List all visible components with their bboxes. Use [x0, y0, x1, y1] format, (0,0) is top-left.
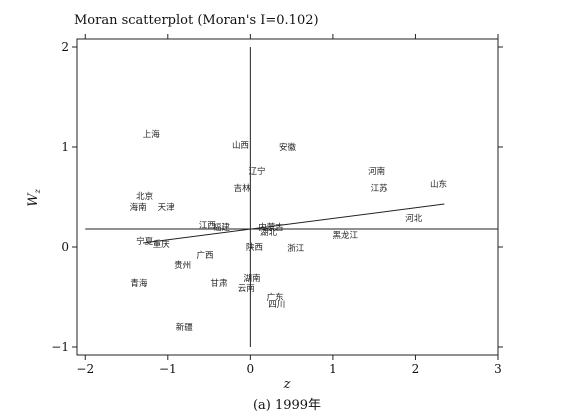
point-label-2: 安徽 [279, 142, 297, 153]
point-label-10: 天津 [158, 202, 176, 213]
point-label-19: 陕西 [246, 242, 263, 253]
point-label-6: 江苏 [371, 183, 389, 194]
point-label-17: 宁夏 [136, 236, 154, 247]
y-tick-label-2: 1 [61, 140, 69, 154]
x-axis-label: z [283, 377, 291, 392]
y-tick-label-0: −1 [51, 340, 69, 354]
point-label-4: 河南 [368, 166, 385, 177]
regression-line [142, 203, 445, 244]
y-axis-label: Wz [26, 188, 42, 206]
chart-title: Moran scatterplot (Moran's I=0.102) [74, 13, 319, 28]
point-label-21: 广西 [196, 250, 213, 261]
point-label-25: 湖南 [243, 273, 260, 284]
point-label-16: 黑龙江 [333, 230, 359, 241]
point-label-11: 河北 [405, 213, 423, 224]
y-tick-label-3: 2 [61, 40, 69, 54]
point-label-5: 吉林 [234, 183, 252, 194]
y-axis-label-main: W [26, 192, 41, 207]
point-label-20: 浙江 [287, 243, 305, 254]
x-tick-label-0: −2 [76, 362, 94, 376]
point-label-1: 山西 [232, 140, 249, 151]
point-label-13: 江西 [199, 221, 216, 231]
point-label-23: 青海 [130, 278, 148, 289]
reference-lines [85, 47, 498, 347]
svg-text:Wz: Wz [26, 188, 42, 206]
y-tick-label-1: 0 [61, 240, 69, 254]
point-label-15: 湖北 [260, 228, 278, 238]
point-label-18: 重庆 [153, 239, 171, 250]
point-label-14: 内蒙古 [258, 222, 284, 233]
point-label-3: 辽宁 [248, 166, 265, 177]
point-label-24: 甘肃 [210, 278, 228, 289]
point-label-7: 山东 [430, 179, 447, 190]
point-label-9: 海南 [130, 202, 147, 213]
x-tick-label-4: 2 [412, 362, 420, 376]
x-tick-label-1: −1 [159, 362, 177, 376]
point-label-8: 北京 [136, 191, 153, 202]
plot-frame [76, 38, 499, 356]
point-label-28: 四川 [268, 300, 285, 310]
point-label-12: 福建 [213, 222, 231, 233]
point-label-26: 云南 [238, 283, 255, 294]
figure-caption: (a) 1999年 [253, 398, 321, 413]
point-label-22: 贵州 [174, 260, 191, 271]
x-tick-label-2: 0 [247, 362, 255, 376]
axis-ticks: −2 −1 0 1 2 3 −1 0 1 2 [51, 34, 503, 376]
y-axis-label-sub: z [33, 188, 42, 194]
x-tick-label-5: 3 [494, 362, 502, 376]
point-label-27: 广东 [267, 292, 284, 303]
x-tick-label-3: 1 [329, 362, 337, 376]
point-label-29: 新疆 [176, 322, 194, 333]
point-label-0: 上海 [143, 129, 161, 140]
